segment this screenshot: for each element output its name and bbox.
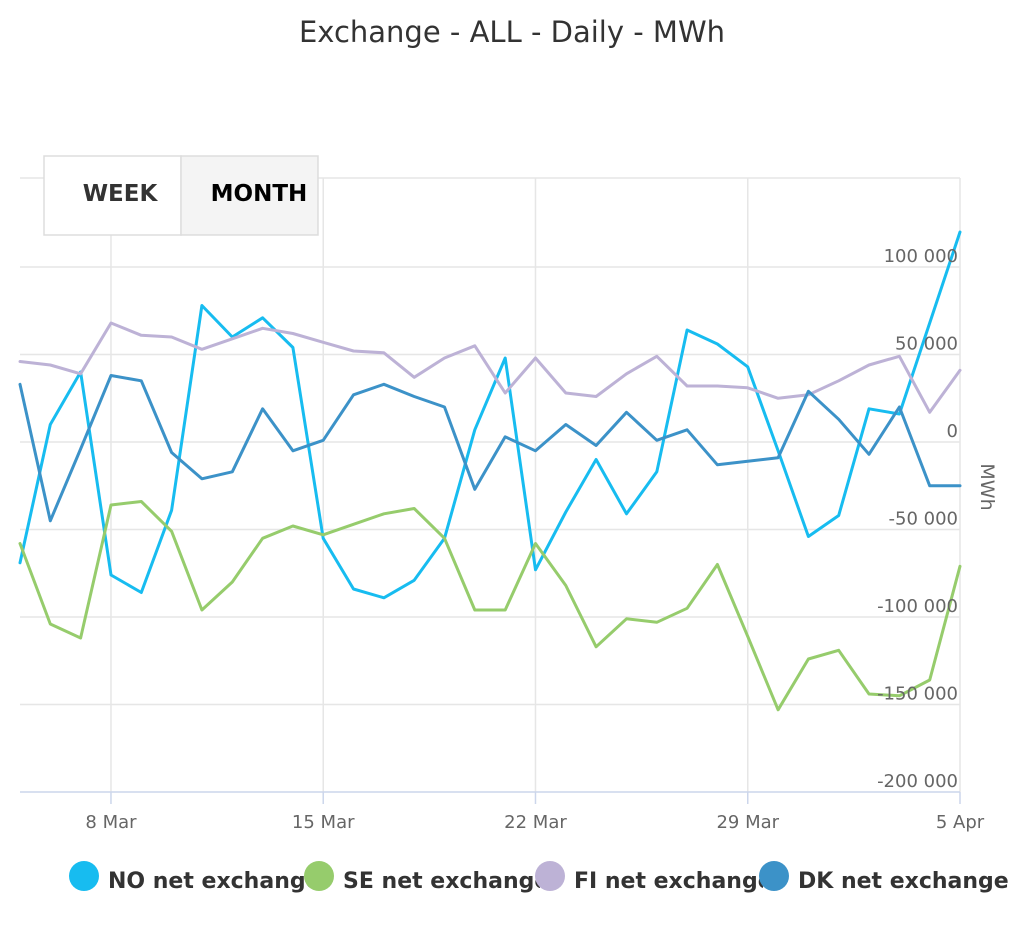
y-tick-label: 100 000 xyxy=(884,246,958,267)
series-line-se xyxy=(18,500,962,712)
y-tick-label: -150 000 xyxy=(877,684,958,705)
y-tick-label: -200 000 xyxy=(877,771,958,792)
legend-item-se[interactable]: SE net exchange xyxy=(304,861,549,894)
x-tick-label: 29 Mar xyxy=(716,812,779,833)
week-button-background xyxy=(43,155,182,236)
series-line-fi xyxy=(18,321,962,414)
x-axis-ticks: 8 Mar 15 Mar 22 Mar 29 Mar 5 Apr xyxy=(85,792,985,833)
legend: NO net exchange SE net exchange FI net exc… xyxy=(69,861,1009,894)
x-tick-label: 8 Mar xyxy=(85,812,137,833)
legend-symbol xyxy=(69,861,99,891)
range-selector: WEEK MONTH xyxy=(43,155,319,236)
legend-symbol xyxy=(759,861,789,891)
legend-label: SE net exchange xyxy=(343,869,549,894)
series-line-dk xyxy=(18,374,962,523)
y-axis-title: MWh xyxy=(976,463,998,510)
y-tick-label: -100 000 xyxy=(877,596,958,617)
grid xyxy=(20,177,961,792)
legend-label: DK net exchange xyxy=(798,869,1009,894)
month-button-label: MONTH xyxy=(211,181,308,207)
legend-item-fi[interactable]: FI net exchange xyxy=(535,861,773,894)
legend-symbol xyxy=(535,861,565,891)
chart-title: Exchange - ALL - Daily - MWh xyxy=(299,15,725,49)
series-group xyxy=(18,230,962,712)
legend-symbol xyxy=(304,861,334,891)
y-tick-label: 50 000 xyxy=(895,334,958,355)
x-tick-label: 5 Apr xyxy=(936,812,985,833)
x-tick-label: 22 Mar xyxy=(504,812,567,833)
week-button-label: WEEK xyxy=(83,181,159,207)
x-tick-label: 15 Mar xyxy=(292,812,355,833)
y-tick-label: 0 xyxy=(947,421,958,442)
month-button-background xyxy=(180,155,319,236)
y-axis-ticks: 100 000 50 000 0 -50 000 -100 000 -150 000 -20… xyxy=(877,246,958,792)
month-button[interactable]: MONTH xyxy=(180,155,319,236)
series-line-no xyxy=(18,230,962,600)
legend-label: FI net exchange xyxy=(574,869,773,894)
legend-item-no[interactable]: NO net exchange xyxy=(69,861,321,894)
legend-label: NO net exchange xyxy=(108,869,321,894)
y-tick-label: -50 000 xyxy=(889,509,958,530)
legend-item-dk[interactable]: DK net exchange xyxy=(759,861,1009,894)
week-button[interactable]: WEEK xyxy=(43,155,182,236)
